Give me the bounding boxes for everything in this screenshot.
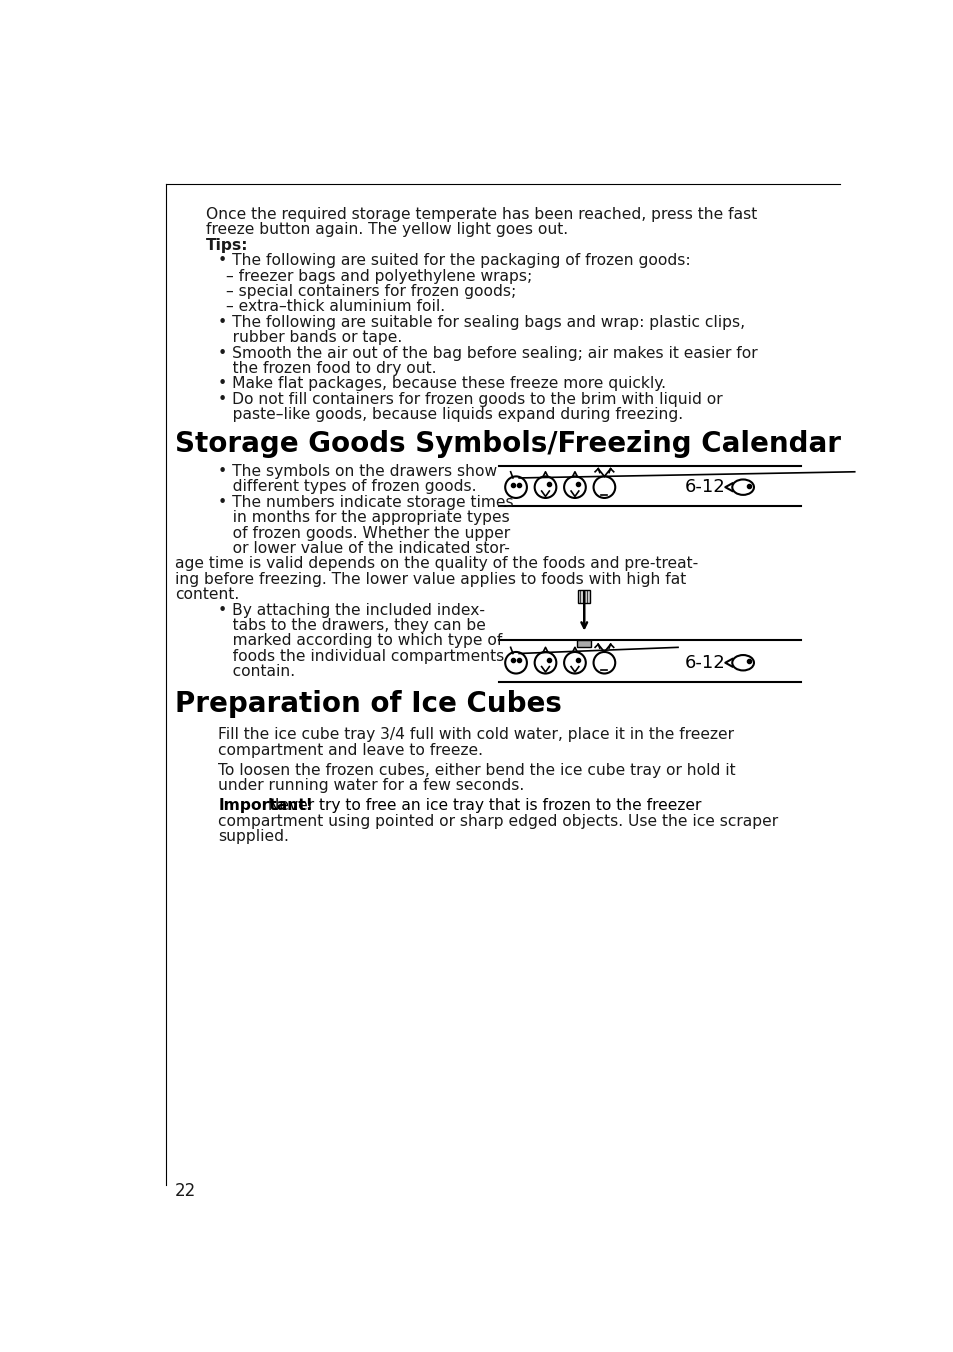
Text: different types of frozen goods.: different types of frozen goods. (218, 480, 476, 495)
Text: • The symbols on the drawers show: • The symbols on the drawers show (218, 464, 497, 479)
Text: tabs to the drawers, they can be: tabs to the drawers, they can be (218, 618, 486, 633)
Text: • By attaching the included index-: • By attaching the included index- (218, 603, 485, 618)
Text: compartment using pointed or sharp edged objects. Use the ice scraper: compartment using pointed or sharp edged… (218, 814, 778, 829)
Bar (578, 591, 590, 603)
Text: • The following are suitable for sealing bags and wrap: plastic clips,: • The following are suitable for sealing… (218, 315, 745, 330)
Text: freeze button again. The yellow light goes out.: freeze button again. The yellow light go… (206, 222, 568, 238)
Text: supplied.: supplied. (218, 829, 289, 844)
Text: • Smooth the air out of the bag before sealing; air makes it easier for: • Smooth the air out of the bag before s… (218, 346, 758, 361)
Text: To loosen the frozen cubes, either bend the ice cube tray or hold it: To loosen the frozen cubes, either bend … (218, 763, 736, 777)
Text: marked according to which type of: marked according to which type of (218, 634, 502, 649)
Text: age time is valid depends on the quality of the foods and pre-treat-: age time is valid depends on the quality… (174, 557, 698, 572)
Text: ing before freezing. The lower value applies to foods with high fat: ing before freezing. The lower value app… (174, 572, 685, 587)
Text: 6-12: 6-12 (684, 654, 725, 672)
Text: in months for the appropriate types: in months for the appropriate types (218, 510, 510, 526)
Text: Preparation of Ice Cubes: Preparation of Ice Cubes (174, 691, 561, 718)
Text: rubber bands or tape.: rubber bands or tape. (218, 330, 402, 345)
Text: • Make flat packages, because these freeze more quickly.: • Make flat packages, because these free… (218, 376, 666, 391)
Text: of frozen goods. Whether the upper: of frozen goods. Whether the upper (218, 526, 510, 541)
Text: or lower value of the indicated stor-: or lower value of the indicated stor- (218, 541, 510, 556)
Text: – freezer bags and polyethylene wraps;: – freezer bags and polyethylene wraps; (226, 269, 532, 284)
Text: Tips:: Tips: (206, 238, 249, 253)
Text: foods the individual compartments: foods the individual compartments (218, 649, 504, 664)
Text: – extra–thick aluminium foil.: – extra–thick aluminium foil. (226, 299, 445, 314)
Text: content.: content. (174, 587, 239, 602)
Text: 6-12: 6-12 (684, 479, 725, 496)
Text: 22: 22 (174, 1183, 196, 1201)
Text: Never try to free an ice tray that is frozen to the freezer: Never try to free an ice tray that is fr… (263, 798, 701, 814)
Text: compartment and leave to freeze.: compartment and leave to freeze. (218, 742, 483, 758)
Text: Fill the ice cube tray 3/4 full with cold water, place it in the freezer: Fill the ice cube tray 3/4 full with col… (218, 727, 734, 742)
Text: – special containers for frozen goods;: – special containers for frozen goods; (226, 284, 516, 299)
Text: under running water for a few seconds.: under running water for a few seconds. (218, 779, 524, 794)
Text: Important!: Important! (218, 798, 313, 814)
Text: • Do not fill containers for frozen goods to the brim with liquid or: • Do not fill containers for frozen good… (218, 392, 722, 407)
Bar (577, 639, 591, 648)
Text: • The numbers indicate storage times: • The numbers indicate storage times (218, 495, 514, 510)
Text: Storage Goods Symbols/Freezing Calendar: Storage Goods Symbols/Freezing Calendar (174, 430, 841, 458)
Text: the frozen food to dry out.: the frozen food to dry out. (218, 361, 436, 376)
Text: contain.: contain. (218, 664, 295, 679)
Text: • The following are suited for the packaging of frozen goods:: • The following are suited for the packa… (218, 253, 690, 268)
Text: Once the required storage temperate has been reached, press the fast: Once the required storage temperate has … (206, 207, 757, 222)
Text: paste–like goods, because liquids expand during freezing.: paste–like goods, because liquids expand… (218, 407, 683, 422)
